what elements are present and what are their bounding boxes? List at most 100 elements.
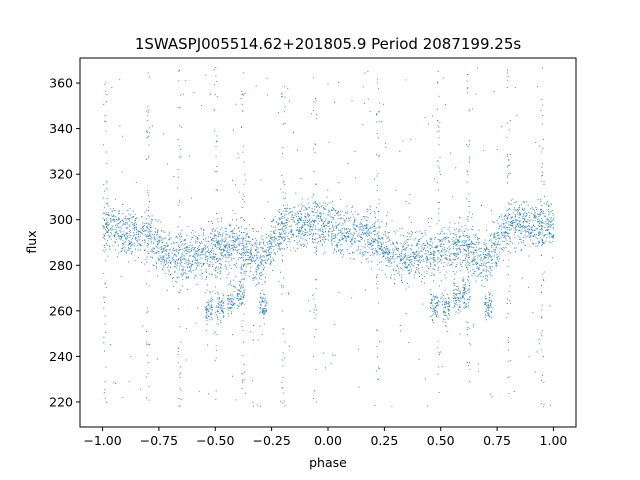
data-point: [494, 243, 496, 245]
data-point: [339, 222, 341, 224]
data-point: [350, 240, 352, 242]
data-point: [215, 345, 217, 347]
data-point: [105, 121, 107, 122]
data-point: [493, 236, 495, 238]
data-point: [327, 214, 329, 216]
data-point: [109, 248, 111, 250]
data-point: [122, 240, 124, 242]
data-point: [440, 239, 441, 241]
data-point: [455, 303, 457, 305]
data-point: [532, 243, 534, 245]
data-point: [364, 225, 366, 226]
data-point: [128, 234, 130, 236]
data-point: [457, 241, 459, 243]
data-point: [281, 237, 283, 239]
data-point: [242, 110, 244, 112]
data-point: [232, 304, 233, 306]
data-point: [105, 228, 107, 230]
data-point: [356, 224, 358, 226]
data-point: [187, 277, 189, 279]
data-point: [123, 235, 125, 237]
data-point: [358, 232, 360, 234]
data-point: [222, 298, 224, 300]
data-point: [425, 253, 427, 255]
data-point: [207, 251, 209, 252]
data-point: [434, 314, 436, 315]
data-point: [395, 253, 397, 255]
data-point: [212, 238, 214, 240]
data-point: [436, 257, 438, 259]
data-point: [135, 226, 137, 228]
data-point: [446, 258, 448, 260]
data-point: [472, 263, 474, 265]
data-point: [296, 241, 298, 243]
data-point: [522, 222, 524, 224]
data-point: [408, 202, 410, 204]
data-point: [243, 265, 245, 267]
data-point: [491, 256, 493, 257]
data-point: [393, 230, 395, 232]
data-point: [296, 227, 298, 228]
data-point: [320, 235, 322, 237]
data-point: [477, 262, 478, 264]
data-point: [362, 238, 364, 240]
data-point: [106, 242, 107, 244]
data-point: [311, 196, 313, 198]
data-point: [322, 233, 324, 235]
data-point: [282, 191, 284, 193]
data-point: [232, 375, 233, 377]
data-point: [215, 229, 216, 231]
data-point: [443, 313, 445, 315]
data-point: [264, 259, 266, 261]
data-point: [254, 277, 256, 278]
data-point: [215, 306, 217, 308]
data-point: [232, 304, 234, 306]
data-point: [146, 209, 148, 211]
data-point: [338, 250, 340, 252]
data-point: [468, 292, 470, 294]
data-point: [454, 222, 456, 224]
data-point: [360, 235, 362, 237]
data-point: [435, 307, 437, 309]
data-point: [477, 254, 479, 256]
data-point: [182, 278, 184, 280]
data-point: [379, 102, 380, 104]
data-point: [248, 236, 250, 237]
data-point: [490, 304, 491, 306]
data-point: [444, 301, 446, 303]
data-point: [180, 155, 182, 157]
data-point: [522, 242, 524, 244]
data-point: [458, 299, 460, 301]
data-point: [232, 298, 234, 300]
data-point: [441, 246, 443, 248]
data-point: [467, 362, 469, 363]
data-point: [440, 254, 441, 256]
data-point: [150, 226, 152, 228]
data-point: [212, 240, 214, 242]
data-point: [528, 233, 530, 235]
data-point: [260, 306, 261, 308]
data-point: [385, 258, 387, 259]
data-point: [290, 211, 292, 213]
data-point: [235, 219, 237, 220]
data-point: [430, 316, 432, 317]
data-point: [167, 258, 169, 260]
data-point: [215, 277, 217, 279]
data-point: [423, 247, 425, 249]
data-point: [290, 225, 292, 227]
data-point: [288, 221, 290, 222]
data-point: [262, 242, 264, 244]
data-point: [241, 299, 243, 301]
data-point: [530, 219, 532, 221]
data-point: [458, 312, 460, 314]
data-point: [350, 246, 352, 248]
data-point: [146, 283, 147, 285]
data-point: [217, 246, 219, 248]
data-point: [535, 242, 537, 244]
data-point: [426, 246, 428, 248]
data-point: [447, 308, 449, 310]
data-point: [301, 207, 302, 209]
data-point: [248, 263, 250, 265]
data-point: [218, 300, 220, 302]
